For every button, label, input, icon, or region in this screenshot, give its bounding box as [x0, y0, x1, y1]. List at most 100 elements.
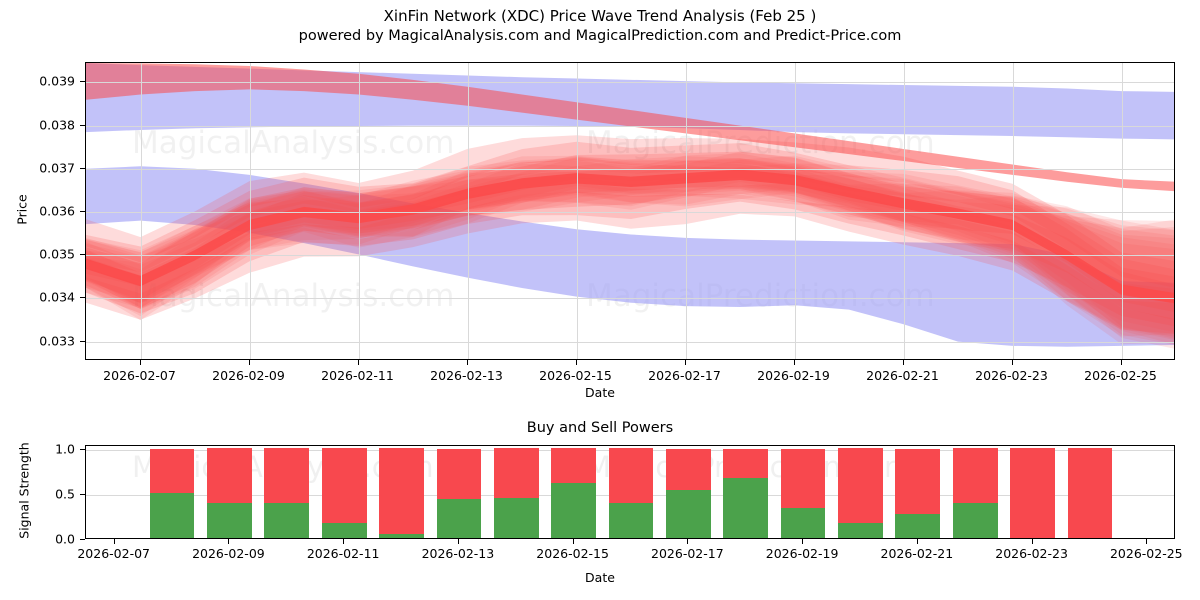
price-chart-plot-area[interactable]: MagicalAnalysis.com MagicalPrediction.co…: [85, 62, 1175, 360]
price-x-tick-mark: [139, 360, 141, 365]
signal-bar[interactable]: [264, 446, 310, 538]
price-wave-bands: [86, 63, 1174, 349]
title-block: XinFin Network (XDC) Price Wave Trend An…: [0, 6, 1200, 46]
signal-bar[interactable]: [207, 446, 252, 538]
signal-x-tick-mark: [802, 539, 804, 544]
signal-x-tick-label: 2026-02-17: [651, 546, 724, 561]
sell-power-segment: [895, 448, 941, 514]
sell-power-segment: [436, 448, 482, 499]
buy-power-segment: [895, 513, 941, 538]
signal-bar[interactable]: [321, 446, 367, 538]
signal-x-tick-mark: [1146, 539, 1148, 544]
price-y-tick-mark: [80, 211, 85, 212]
signal-chart-plot-area[interactable]: MagicalAnalysis.com MagicalPrediction.co…: [85, 445, 1175, 539]
buy-power-segment: [149, 493, 195, 538]
sell-power-segment: [608, 448, 654, 504]
price-y-tick-label: 0.039: [39, 73, 75, 89]
buy-power-segment: [723, 478, 769, 538]
sell-power-segment: [780, 448, 826, 509]
price-y-tick-label: 0.036: [39, 203, 75, 219]
price-x-axis-label: Date: [585, 385, 615, 400]
price-x-tick-label: 2026-02-25: [1084, 368, 1157, 383]
buy-power-segment: [608, 503, 654, 538]
price-x-tick-label: 2026-02-09: [212, 368, 285, 383]
price-gridline-v: [794, 63, 796, 359]
sell-power-segment: [493, 448, 539, 498]
price-gridline-v: [358, 63, 360, 359]
signal-x-tick-mark: [1031, 539, 1033, 544]
price-y-tick-mark: [80, 124, 85, 126]
price-x-tick-label: 2026-02-13: [430, 368, 503, 383]
buy-power-segment: [551, 483, 596, 538]
sell-power-segment: [1067, 448, 1113, 538]
signal-bar[interactable]: [493, 446, 539, 538]
signal-x-tick-label: 2026-02-15: [536, 546, 609, 561]
signal-bar[interactable]: [379, 446, 424, 538]
signal-bar[interactable]: [551, 446, 596, 538]
price-y-tick-mark: [80, 340, 85, 342]
signal-bar[interactable]: [895, 446, 941, 538]
signal-bar[interactable]: [608, 446, 654, 538]
signal-x-tick-label: 2026-02-21: [880, 546, 954, 561]
signal-y-tick-mark: [80, 539, 85, 540]
sell-power-segment: [665, 448, 711, 490]
signal-bar[interactable]: [723, 446, 769, 538]
signal-bar[interactable]: [780, 446, 826, 538]
price-gridline-v: [249, 63, 251, 359]
sell-power-segment: [952, 448, 998, 504]
price-x-tick-label: 2026-02-19: [757, 368, 830, 383]
price-y-axis-label: Price: [14, 194, 30, 225]
sell-power-segment: [149, 448, 195, 494]
price-x-tick-mark: [902, 360, 904, 365]
signal-bar[interactable]: [838, 446, 883, 538]
signal-bar[interactable]: [149, 446, 195, 538]
signal-bar[interactable]: [1067, 446, 1113, 538]
signal-x-tick-label: 2026-02-13: [421, 546, 495, 561]
signal-x-tick-label: 2026-02-09: [192, 546, 265, 561]
price-y-tick-label: 0.033: [39, 333, 75, 349]
price-x-tick-mark: [1011, 360, 1013, 365]
price-y-tick-mark: [80, 81, 85, 83]
page-title: XinFin Network (XDC) Price Wave Trend An…: [383, 7, 817, 25]
sell-power-segment: [838, 448, 883, 523]
buy-power-segment: [838, 522, 883, 538]
signal-x-tick-mark: [457, 539, 459, 544]
buy-power-segment: [436, 498, 482, 538]
sell-power-segment: [1010, 448, 1055, 538]
price-x-tick-mark: [1120, 360, 1122, 365]
signal-x-tick-mark: [113, 539, 115, 544]
buy-power-segment: [952, 503, 998, 538]
price-y-tick-label: 0.034: [39, 289, 75, 305]
price-gridline-h: [86, 212, 1174, 213]
signal-y-tick-label: 0.0: [55, 531, 75, 547]
price-gridline-h: [86, 341, 1174, 343]
buy-power-segment: [780, 508, 826, 538]
price-gridline-v: [1121, 63, 1123, 359]
price-y-tick-label: 0.035: [39, 246, 75, 262]
price-x-tick-mark: [793, 360, 795, 365]
signal-x-axis-label: Date: [585, 570, 615, 585]
sell-power-segment: [379, 448, 424, 535]
signal-bar[interactable]: [436, 446, 482, 538]
price-gridline-h: [86, 125, 1174, 127]
signal-chart-title: Buy and Sell Powers: [526, 420, 674, 436]
price-x-tick-mark: [575, 360, 577, 365]
signal-bar[interactable]: [665, 446, 711, 538]
signal-bar[interactable]: [1010, 446, 1055, 538]
price-y-tick-label: 0.038: [39, 117, 75, 133]
signal-bar[interactable]: [952, 446, 998, 538]
price-gridline-h: [86, 255, 1174, 257]
price-x-tick-label: 2026-02-23: [975, 368, 1048, 383]
buy-power-segment: [207, 503, 252, 538]
price-gridline-v: [467, 63, 469, 359]
sell-power-segment: [723, 448, 769, 479]
signal-x-tick-mark: [343, 539, 345, 544]
signal-y-tick-mark: [80, 449, 85, 451]
signal-x-tick-label: 2026-02-25: [1109, 546, 1183, 561]
price-gridline-v: [1012, 63, 1014, 359]
price-gridline-h: [86, 298, 1174, 300]
signal-x-tick-mark: [228, 539, 230, 544]
sell-power-segment: [551, 448, 596, 484]
price-y-tick-label: 0.037: [39, 160, 75, 176]
